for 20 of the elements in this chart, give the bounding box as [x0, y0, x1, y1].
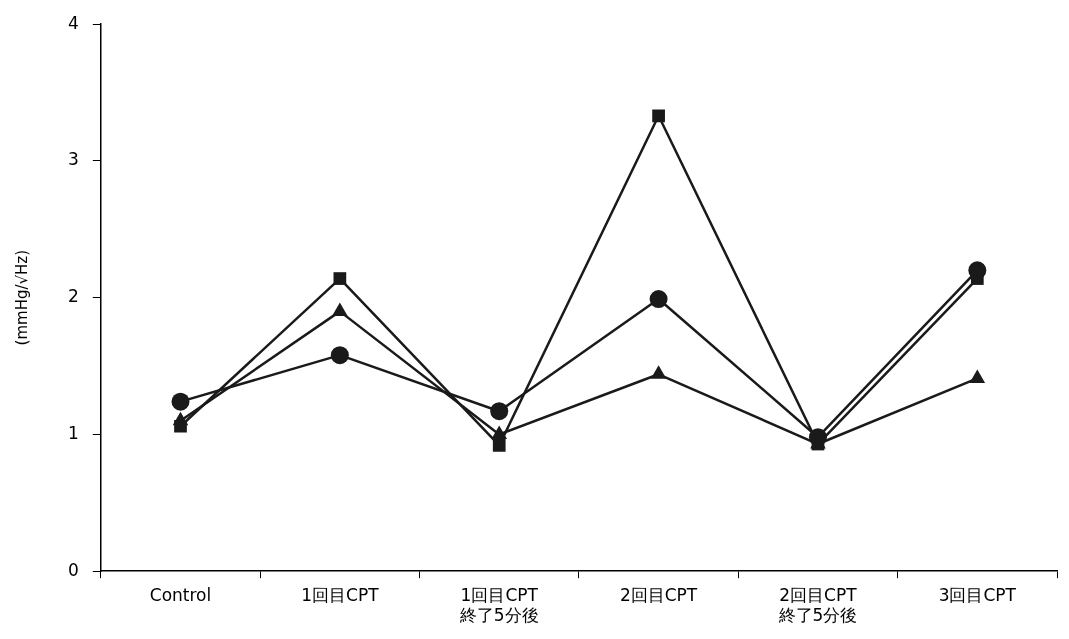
x-tick-label: 2回目CPT — [619, 584, 698, 605]
point — [171, 392, 190, 411]
point — [490, 402, 509, 421]
point — [333, 272, 347, 285]
point — [652, 109, 665, 123]
point — [649, 290, 668, 309]
point — [330, 346, 349, 365]
y-axis-title: (mmHg/√Hz) — [12, 249, 31, 346]
y-tick-label: 3 — [67, 149, 79, 170]
y-tick-label: 0 — [67, 559, 79, 580]
y-tick-label: 4 — [67, 12, 79, 33]
x-tick-label: Control — [149, 584, 212, 605]
point — [492, 439, 506, 452]
x-tick-label: 3回目CPT — [938, 584, 1017, 605]
x-tick-label: 2回目CPT 終了5分後 — [777, 584, 858, 626]
y-tick-label: 2 — [67, 286, 79, 307]
y-tick-label: 1 — [67, 422, 79, 443]
point — [174, 419, 187, 433]
x-tick-label: 1回目CPT 終了5分後 — [458, 584, 539, 626]
x-tick-label: 1回目CPT — [301, 584, 380, 605]
